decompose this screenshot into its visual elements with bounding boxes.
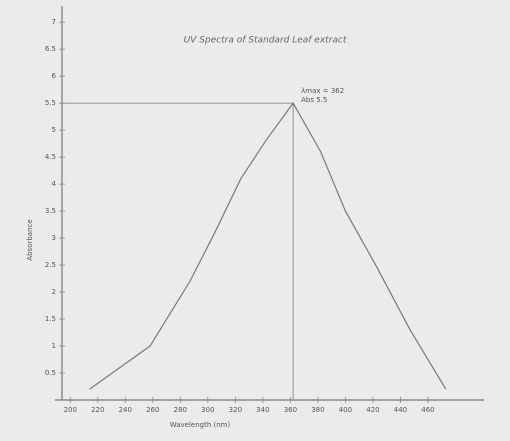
y-tick-label: 1.5 [45,315,56,323]
x-tick-label: 220 [91,406,104,414]
peak-label: Abs 5.5 [301,96,327,104]
y-tick-label: 5.5 [45,99,56,107]
x-tick-label: 400 [339,406,352,414]
x-tick-label: 280 [174,406,187,414]
y-axis-label: Absorbance [26,219,34,260]
x-tick-label: 300 [201,406,214,414]
x-tick-label: 240 [119,406,132,414]
paper [0,0,510,441]
y-tick-label: 2.5 [45,261,56,269]
x-tick-label: 260 [146,406,159,414]
x-tick-label: 320 [229,406,242,414]
y-tick-label: 4 [52,180,57,188]
chart: UV Spectra of Standard Leaf extract Wave… [0,0,510,441]
x-tick-label: 420 [366,406,379,414]
y-tick-label: 4.5 [45,153,56,161]
chart-title: UV Spectra of Standard Leaf extract [184,36,347,46]
y-tick-label: 7 [52,18,56,26]
x-tick-label: 460 [421,406,434,414]
x-tick-label: 440 [394,406,407,414]
y-tick-label: 2 [52,288,56,296]
x-tick-label: 200 [64,406,77,414]
x-tick-label: 380 [311,406,324,414]
y-tick-label: 3 [52,234,56,242]
y-tick-label: 3.5 [45,207,56,215]
peak-label: λmax = 362 [301,87,344,95]
y-tick-label: 5 [52,126,56,134]
y-tick-label: 6 [52,72,57,80]
y-tick-label: 0.5 [45,369,56,377]
x-tick-label: 360 [284,406,297,414]
x-tick-label: 340 [256,406,269,414]
y-tick-label: 1 [52,342,56,350]
x-axis-label: Wavelength (nm) [170,421,231,429]
y-tick-label: 6.5 [45,45,56,53]
